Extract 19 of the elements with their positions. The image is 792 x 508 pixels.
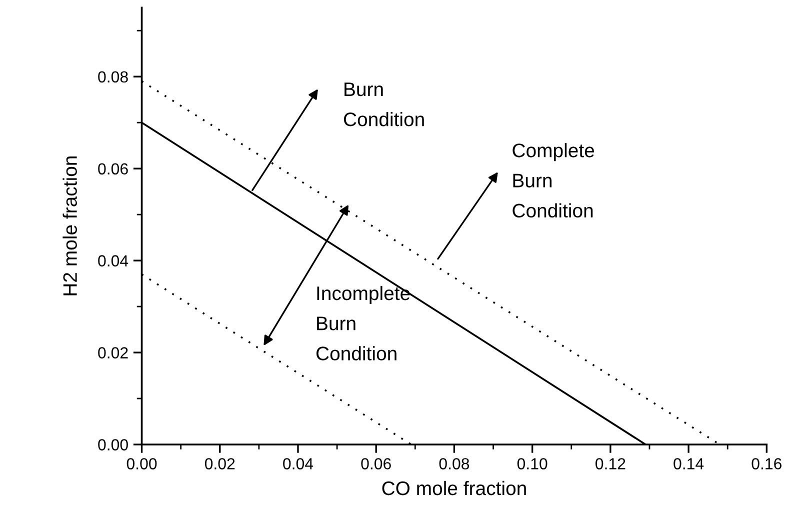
y-axis-title: H2 mole fraction (62, 156, 77, 296)
x-tick-label: 0.08 (439, 458, 470, 470)
x-tick-label: 0.02 (204, 458, 235, 470)
y-tick-label: 0.08 (98, 71, 128, 83)
x-tick-label: 0.14 (674, 458, 704, 470)
x-tick-label: 0.06 (361, 458, 391, 470)
x-axis-title: CO mole fraction (382, 480, 526, 496)
y-tick-label: 0.02 (98, 347, 128, 358)
annotation: Burn Condition (344, 82, 424, 126)
y-tick-label: 0.04 (98, 255, 128, 266)
x-tick-label: 0.12 (596, 458, 626, 470)
x-tick-label: 0.00 (126, 458, 157, 470)
x-tick-label: 0.10 (517, 458, 548, 470)
x-tick-label: 0.04 (283, 458, 314, 470)
y-tick-label: 0.00 (98, 439, 128, 450)
annotation: Complete Burn Condition (512, 143, 594, 218)
y-tick-label: 0.06 (98, 163, 128, 175)
annotation: Incomplete Burn Condition (316, 286, 410, 360)
x-tick-label: 0.16 (752, 458, 782, 470)
